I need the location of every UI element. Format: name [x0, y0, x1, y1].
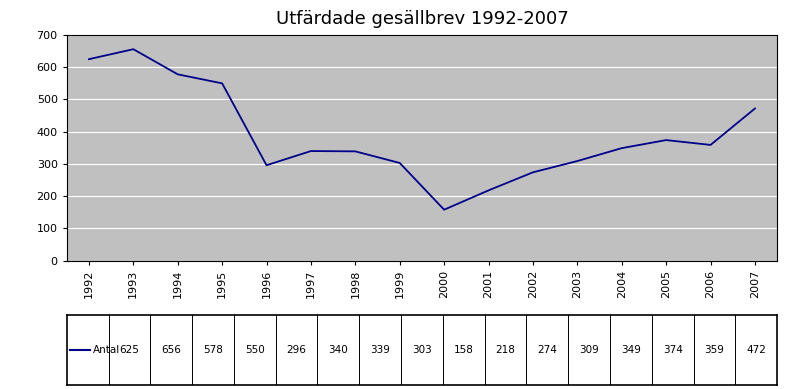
Text: 218: 218 [495, 345, 516, 355]
Text: 158: 158 [454, 345, 473, 355]
Text: 374: 374 [663, 345, 683, 355]
Text: 309: 309 [579, 345, 599, 355]
Text: Antal: Antal [93, 345, 120, 355]
Text: 349: 349 [621, 345, 641, 355]
Text: 656: 656 [161, 345, 181, 355]
Text: 578: 578 [203, 345, 223, 355]
Text: 340: 340 [328, 345, 349, 355]
Text: 339: 339 [371, 345, 390, 355]
Text: 472: 472 [747, 345, 766, 355]
Text: 359: 359 [704, 345, 725, 355]
Text: 550: 550 [245, 345, 265, 355]
Title: Utfärdade gesällbrev 1992-2007: Utfärdade gesällbrev 1992-2007 [276, 10, 568, 28]
Text: 625: 625 [119, 345, 140, 355]
Text: 296: 296 [287, 345, 306, 355]
Text: 303: 303 [412, 345, 432, 355]
Text: 274: 274 [538, 345, 557, 355]
